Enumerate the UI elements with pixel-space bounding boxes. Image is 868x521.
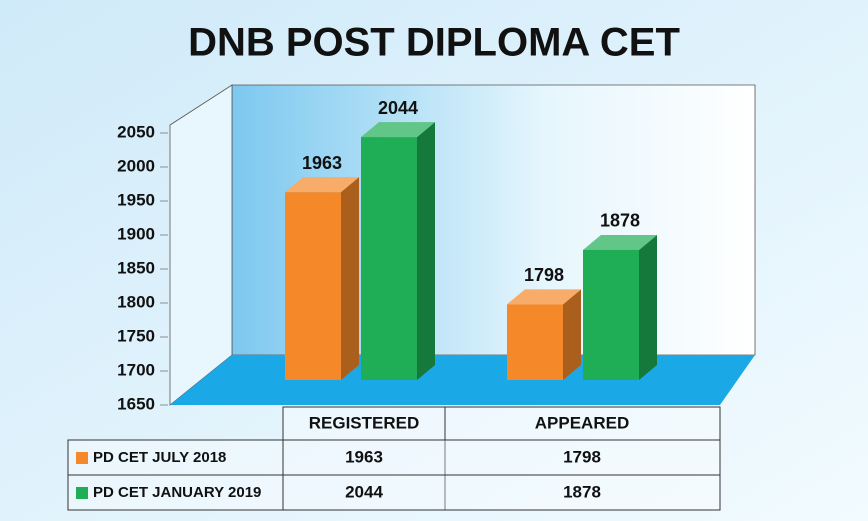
- data-label: 1798: [524, 265, 564, 285]
- table-cell: 1878: [563, 482, 601, 501]
- bar-side-shade: [417, 122, 435, 380]
- y-tick-label: 2050: [117, 122, 155, 141]
- legend-label: PD CET JANUARY 2019: [93, 484, 261, 501]
- data-label: 2044: [378, 98, 418, 118]
- bar-top: [285, 177, 359, 193]
- y-tick-label: 1850: [117, 258, 155, 277]
- data-label: 1878: [600, 211, 640, 231]
- bar-top-shine: [507, 289, 581, 305]
- floor: [170, 355, 755, 405]
- bar-top: [361, 122, 435, 138]
- y-tick-label: 1750: [117, 326, 155, 345]
- table-cell: 2044: [345, 482, 383, 501]
- legend-swatch: [76, 487, 88, 499]
- bar: [507, 304, 563, 380]
- bar-side: [563, 289, 581, 380]
- bar-top-shine: [361, 122, 435, 138]
- y-tick-label: 1950: [117, 190, 155, 209]
- legend-swatch: [76, 452, 88, 464]
- data-label: 1963: [302, 153, 342, 173]
- bar: [583, 249, 639, 380]
- table-header: REGISTERED: [309, 413, 420, 432]
- data-table: [67, 406, 721, 511]
- bar-side: [639, 234, 657, 380]
- bar-side-shade: [639, 234, 657, 380]
- bar: [285, 192, 341, 380]
- bar-top: [583, 234, 657, 250]
- chart-title: DNB POST DIPLOMA CET: [188, 21, 680, 65]
- bar-side-shade: [563, 289, 581, 380]
- table-header: APPEARED: [535, 413, 629, 432]
- y-tick-label: 1700: [117, 360, 155, 379]
- bar-side: [341, 177, 359, 380]
- bar-top-shine: [285, 177, 359, 193]
- bar: [361, 137, 417, 380]
- bar-top-shine: [583, 234, 657, 250]
- y-tick-label: 1800: [117, 292, 155, 311]
- y-tick-label: 1900: [117, 224, 155, 243]
- table-cell: 1963: [345, 447, 383, 466]
- bar-side-shade: [341, 177, 359, 380]
- legend-label: PD CET JULY 2018: [93, 449, 226, 466]
- y-tick-label: 2000: [117, 156, 155, 175]
- side-wall: [169, 84, 233, 406]
- bar-top: [507, 289, 581, 305]
- table-cell: 1798: [563, 447, 601, 466]
- bar-side: [417, 122, 435, 380]
- y-tick-label: 1650: [117, 394, 155, 413]
